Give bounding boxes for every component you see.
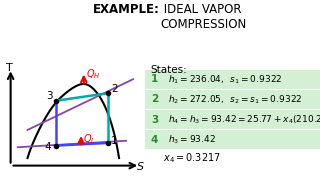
Text: 4: 4 xyxy=(44,142,51,152)
Text: EXAMPLE:: EXAMPLE: xyxy=(93,3,160,16)
Text: 4: 4 xyxy=(151,135,158,145)
Text: $Q_H$: $Q_H$ xyxy=(86,67,100,81)
Text: $h_3 = 93.42$: $h_3 = 93.42$ xyxy=(168,133,216,146)
Text: IDEAL VAPOR
COMPRESSION: IDEAL VAPOR COMPRESSION xyxy=(160,3,246,31)
Text: States:: States: xyxy=(151,65,188,75)
Text: 2: 2 xyxy=(151,94,158,104)
Text: 2: 2 xyxy=(111,84,118,94)
Text: 3: 3 xyxy=(46,91,52,101)
Text: T: T xyxy=(6,63,13,73)
FancyBboxPatch shape xyxy=(145,70,320,89)
Text: $h_4 = h_3 = 93.42 = 25.77 + x_4(210.27)$: $h_4 = h_3 = 93.42 = 25.77 + x_4(210.27)… xyxy=(168,113,320,126)
Text: 1: 1 xyxy=(151,74,158,84)
FancyBboxPatch shape xyxy=(145,110,320,129)
Text: $h_1 = 236.04,\;\; s_1 = 0.9322$: $h_1 = 236.04,\;\; s_1 = 0.9322$ xyxy=(168,73,283,85)
Text: $Q_L$: $Q_L$ xyxy=(83,132,96,146)
Text: S: S xyxy=(137,162,144,172)
FancyBboxPatch shape xyxy=(145,90,320,109)
Text: $h_2 = 272.05,\;\; s_2 = s_1 = 0.9322$: $h_2 = 272.05,\;\; s_2 = s_1 = 0.9322$ xyxy=(168,93,303,106)
FancyBboxPatch shape xyxy=(145,130,320,149)
Text: 3: 3 xyxy=(151,114,158,125)
Text: $x_4 = 0.3217$: $x_4 = 0.3217$ xyxy=(163,151,221,165)
Text: 1: 1 xyxy=(111,136,118,146)
